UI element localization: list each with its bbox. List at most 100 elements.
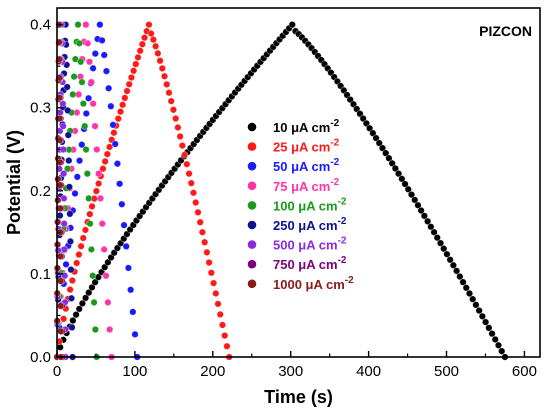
data-point [288, 21, 296, 29]
data-point [75, 250, 83, 259]
data-point [78, 299, 87, 307]
data-point [99, 165, 107, 173]
data-point [94, 179, 103, 188]
data-point [478, 312, 486, 320]
data-point [105, 84, 113, 92]
data-point [223, 342, 231, 350]
legend-label: 25 μA cm-2 [273, 138, 340, 155]
data-point [163, 80, 171, 89]
data-point [192, 198, 200, 207]
data-point [82, 21, 90, 29]
data-point [456, 272, 464, 281]
data-point [100, 51, 108, 59]
data-point [185, 170, 193, 178]
data-point [395, 170, 403, 178]
data-point [404, 185, 412, 193]
data-point [56, 252, 64, 260]
data-point [125, 80, 133, 88]
data-point [59, 122, 67, 130]
data-point [83, 170, 91, 178]
legend: 10 μA cm-2 25 μA cm-2 50 μA cm-2 75 μA cm-2… [247, 118, 354, 292]
legend-label: 500 μA cm-2 [273, 236, 347, 253]
data-point [498, 347, 506, 355]
data-point [221, 331, 229, 340]
x-tick-label: 600 [512, 363, 537, 380]
data-point [189, 189, 198, 197]
data-point [472, 301, 480, 309]
data-point [196, 218, 204, 226]
data-point [91, 49, 99, 58]
data-point [65, 183, 73, 191]
series-0 [53, 21, 509, 361]
data-point [391, 164, 399, 173]
data-point [78, 141, 86, 149]
data-point [85, 194, 93, 202]
data-point [92, 187, 100, 195]
data-point [88, 283, 96, 291]
data-point [401, 180, 409, 188]
data-point [60, 220, 68, 228]
data-point [116, 180, 124, 188]
data-point [183, 160, 191, 168]
data-point [491, 335, 499, 344]
x-tick-label: 100 [122, 363, 147, 380]
legend-label: 10 μA cm-2 [273, 118, 340, 135]
data-point [369, 129, 377, 137]
data-point [180, 151, 189, 159]
data-point [105, 143, 114, 151]
data-point [91, 122, 99, 130]
data-point [136, 47, 144, 55]
data-point [70, 73, 78, 81]
data-point [84, 39, 92, 47]
data-point [194, 208, 202, 216]
data-point [78, 78, 86, 86]
data-point [459, 278, 467, 286]
data-point [64, 106, 72, 115]
data-point [57, 302, 65, 310]
data-point [89, 64, 97, 72]
data-point [110, 129, 118, 137]
data-point [56, 108, 64, 117]
data-point [74, 21, 82, 29]
data-point [75, 157, 84, 165]
data-point [68, 276, 76, 285]
data-point [145, 21, 153, 29]
data-point [165, 89, 173, 97]
data-point [158, 64, 166, 72]
legend-label: 1000 μA cm-2 [273, 275, 354, 292]
data-point [91, 278, 99, 286]
legend-label: 75 μA cm-2 [273, 177, 340, 194]
data-point [375, 139, 383, 147]
data-point [216, 310, 224, 319]
y-tick-label: 0.4 [30, 17, 51, 34]
data-point [63, 83, 71, 91]
data-point [86, 220, 94, 228]
data-point [85, 289, 93, 297]
data-point [116, 108, 125, 116]
legend-marker [247, 180, 257, 191]
legend-marker [247, 239, 257, 250]
data-point [411, 196, 419, 204]
legend-marker [247, 278, 257, 289]
data-point [167, 97, 175, 105]
data-point [207, 269, 215, 277]
data-point [65, 156, 73, 165]
data-point [93, 145, 101, 154]
data-point [57, 327, 65, 335]
data-point [118, 200, 126, 208]
data-point [73, 259, 81, 267]
data-point [198, 228, 207, 236]
data-point [86, 210, 94, 218]
data-point [72, 311, 80, 319]
data-point [89, 272, 97, 280]
data-point [79, 234, 87, 242]
data-point [398, 175, 406, 183]
legend-marker [247, 122, 257, 132]
data-point [56, 277, 65, 285]
data-point [382, 149, 390, 157]
data-point [63, 165, 72, 173]
data-point [138, 40, 146, 48]
data-point [88, 202, 96, 210]
data-point [55, 94, 64, 102]
legend-marker [247, 161, 257, 172]
